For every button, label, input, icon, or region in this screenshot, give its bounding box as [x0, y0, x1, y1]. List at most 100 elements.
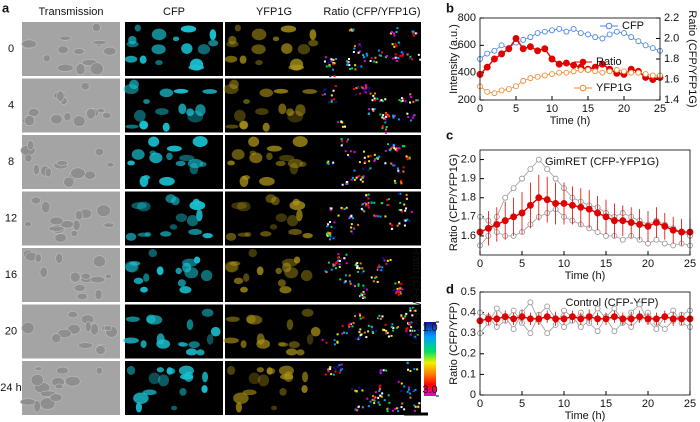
cell-pixel — [367, 169, 370, 172]
data-point — [543, 196, 551, 204]
cell-pixel — [396, 148, 399, 151]
cell-pixel — [395, 30, 398, 33]
cell-pixel — [352, 284, 355, 287]
cell-pixel — [397, 118, 400, 121]
cell-pixel — [402, 317, 405, 320]
cell-pixel — [396, 290, 399, 293]
data-point — [527, 330, 534, 337]
cell — [229, 261, 241, 266]
cell-pixel — [394, 282, 397, 285]
cell — [282, 262, 292, 273]
cell — [54, 383, 64, 390]
cell-pixel — [357, 283, 360, 286]
cell-pixel — [365, 288, 368, 291]
cell-pixel — [400, 97, 403, 100]
cell-pixel — [378, 389, 381, 392]
cell-pixel — [409, 101, 412, 104]
data-point — [635, 69, 642, 76]
data-point — [520, 77, 527, 84]
cell-pixel — [379, 54, 382, 57]
cell-pixel — [358, 331, 361, 334]
cell — [148, 372, 161, 385]
cell — [124, 55, 138, 63]
cell-pixel — [324, 270, 327, 273]
cell-pixel — [330, 94, 333, 97]
cell — [239, 55, 247, 64]
y-axis-label: Ratio (CFP/YFP) — [448, 302, 460, 385]
cell-pixel — [371, 108, 374, 111]
data-point — [653, 326, 660, 333]
cell — [279, 387, 287, 396]
cell-pixel — [382, 114, 385, 117]
cell-pixel — [359, 317, 362, 320]
cell-pixel — [327, 162, 330, 165]
cell — [178, 365, 194, 376]
cell-pixel — [372, 109, 375, 112]
cell-pixel — [346, 182, 349, 185]
cell-pixel — [345, 332, 348, 335]
cell-pixel — [354, 408, 357, 411]
cell-pixel — [337, 253, 340, 256]
cell-pixel — [326, 225, 329, 228]
cell-pixel — [372, 94, 375, 97]
colorbar-tick-label: 1.0 — [422, 322, 437, 334]
data-point — [483, 63, 491, 71]
cell-pixel — [377, 49, 380, 52]
cell-pixel — [392, 114, 395, 117]
cell-pixel — [393, 34, 396, 37]
cell — [296, 349, 305, 356]
cell-pixel — [396, 27, 399, 30]
cell — [248, 136, 260, 147]
cell-pixel — [359, 262, 362, 265]
data-point — [513, 83, 519, 90]
cell-pixel — [401, 99, 404, 102]
cell — [134, 24, 141, 32]
data-point — [599, 69, 606, 76]
cell-pixel — [351, 388, 354, 391]
cell-pixel — [378, 264, 381, 267]
cell — [94, 147, 105, 157]
cell-pixel — [332, 161, 335, 164]
y2-tick-label: 1.6 — [664, 73, 679, 85]
data-point — [556, 25, 563, 32]
cell-pixel — [332, 237, 335, 240]
cell-pixel — [371, 398, 374, 401]
cell-pixel — [373, 399, 376, 402]
cell-pixel — [329, 57, 332, 60]
image-tile — [323, 78, 421, 133]
cell-pixel — [367, 324, 370, 327]
cell — [85, 108, 96, 120]
cell-pixel — [385, 126, 388, 129]
data-point — [602, 315, 610, 323]
y2-tick-label: 2.2 — [664, 12, 679, 24]
column-header: YFP1G — [256, 6, 292, 18]
cell — [271, 405, 278, 411]
data-point — [678, 315, 686, 323]
cell-pixel — [401, 145, 404, 148]
data-point — [498, 87, 505, 94]
cell-pixel — [385, 55, 388, 58]
cell-pixel — [364, 160, 367, 163]
cell-pixel — [333, 343, 336, 346]
cell — [21, 321, 35, 334]
cell-pixel — [413, 409, 416, 412]
cell-pixel — [327, 223, 330, 226]
cell-pixel — [373, 201, 376, 204]
cell — [72, 115, 86, 128]
cell-pixel — [384, 131, 387, 134]
cell — [255, 59, 263, 66]
cell-pixel — [343, 257, 346, 260]
cell-pixel — [330, 60, 333, 63]
cell-pixel — [353, 47, 356, 50]
cell-pixel — [350, 215, 353, 218]
cell-pixel — [405, 312, 408, 315]
data-point — [526, 315, 534, 323]
cell — [310, 326, 321, 337]
cell-pixel — [332, 58, 335, 61]
data-point — [534, 73, 541, 80]
data-point — [520, 36, 527, 43]
cell-pixel — [385, 369, 388, 372]
row-label: 20 — [5, 325, 17, 337]
cell — [133, 392, 149, 404]
cell — [70, 229, 79, 238]
